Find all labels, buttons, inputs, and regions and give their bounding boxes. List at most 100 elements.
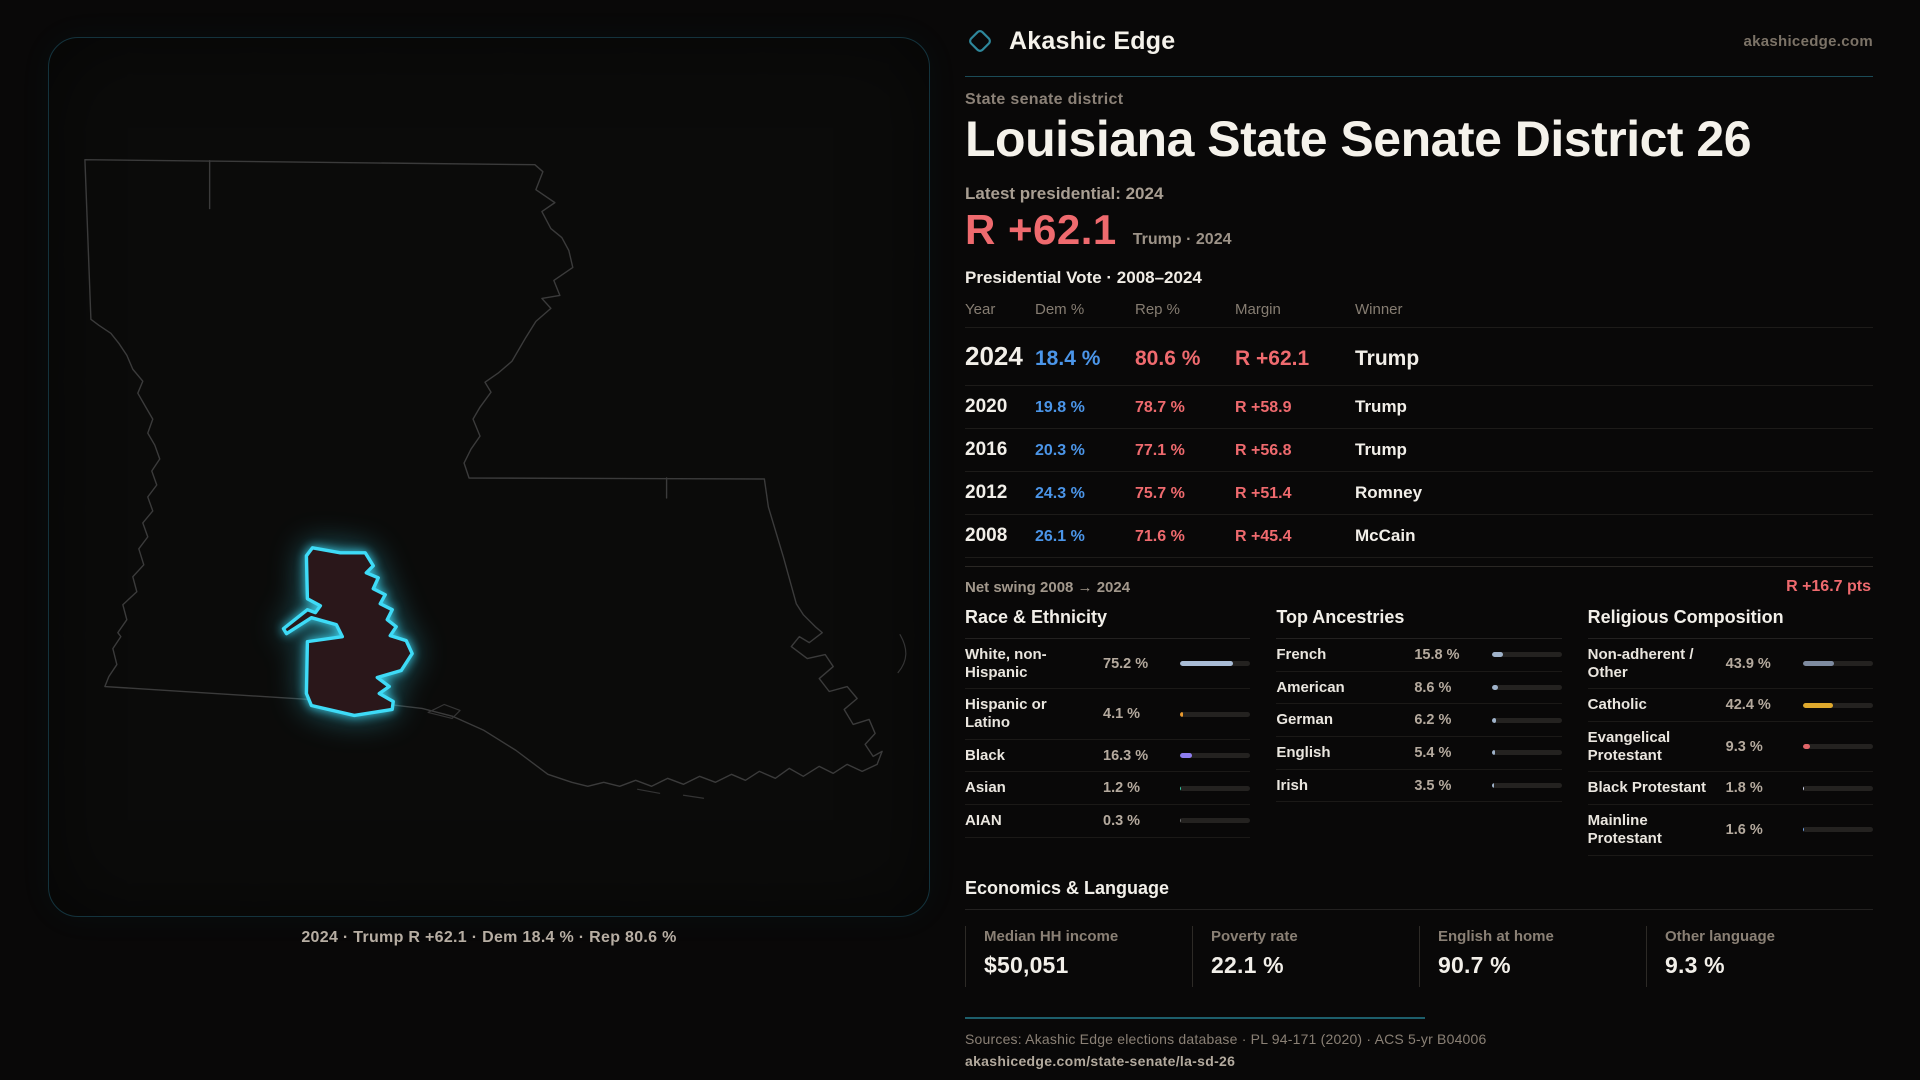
bar-track bbox=[1491, 750, 1562, 756]
stat-label: Other language bbox=[1665, 927, 1776, 945]
winner-cell: Trump bbox=[1355, 397, 1407, 416]
dem-cell: 24.3 % bbox=[1035, 485, 1085, 502]
stat-label: White, non-Hispanic bbox=[965, 646, 1047, 681]
margin-cell: R +51.4 bbox=[1235, 485, 1292, 502]
winner-cell: Trump bbox=[1355, 440, 1407, 459]
bar-track bbox=[1180, 661, 1251, 667]
margin-cell: R +62.1 bbox=[1235, 347, 1310, 370]
bar-fill bbox=[1491, 685, 1498, 691]
footer-divider bbox=[965, 1016, 1425, 1019]
margin-cell: R +45.4 bbox=[1235, 528, 1292, 545]
stat-row: White, non-Hispanic 75.2 % bbox=[965, 639, 1251, 690]
diamond-icon bbox=[965, 26, 995, 56]
section-title: Top Ancestries bbox=[1276, 607, 1562, 639]
brand-domain-link[interactable]: akashicedge.com bbox=[1743, 32, 1873, 50]
economics-grid: Median HH income $50,051 Poverty rate 22… bbox=[965, 925, 1873, 987]
stat-row: French 15.8 % bbox=[1276, 639, 1562, 672]
winner-cell: McCain bbox=[1355, 526, 1416, 545]
year-cell: 2008 bbox=[965, 525, 1008, 546]
vote-table-header: Year Dem % Rep % Margin Winner bbox=[965, 297, 1873, 328]
bar-fill bbox=[1803, 661, 1834, 667]
section-title: Race & Ethnicity bbox=[965, 607, 1251, 639]
stat-row: AIAN 0.3 % bbox=[965, 805, 1251, 838]
bar-track bbox=[1180, 785, 1251, 791]
header: Akashic Edge akashicedge.com bbox=[965, 26, 1873, 77]
dem-cell: 26.1 % bbox=[1035, 528, 1085, 545]
sources-text: Sources: Akashic Edge elections database… bbox=[965, 1030, 1487, 1047]
bar-fill bbox=[1180, 785, 1182, 791]
demographics-grid: Race & Ethnicity White, non-Hispanic 75.… bbox=[965, 607, 1873, 856]
bar-fill bbox=[1180, 711, 1184, 717]
stat-value: 1.2 % bbox=[1103, 780, 1141, 797]
stat-value: 3.5 % bbox=[1414, 777, 1452, 794]
bar-fill bbox=[1803, 785, 1805, 791]
year-cell: 2016 bbox=[965, 439, 1008, 460]
stat-label: AIAN bbox=[965, 812, 1002, 830]
bar-track bbox=[1803, 702, 1873, 708]
rep-cell: 78.7 % bbox=[1135, 399, 1185, 416]
bar-fill bbox=[1180, 661, 1233, 667]
stat-value: 1.8 % bbox=[1725, 780, 1763, 797]
section-race-ethnicity: Race & Ethnicity White, non-Hispanic 75.… bbox=[965, 607, 1251, 856]
page-title: Louisiana State Senate District 26 bbox=[965, 111, 1752, 167]
stat-row: Black 16.3 % bbox=[965, 740, 1251, 773]
stat-label: Mainline Protestant bbox=[1587, 812, 1662, 847]
col-rep: Rep % bbox=[1135, 301, 1181, 318]
map-caption: 2024 · Trump R +62.1 · Dem 18.4 % · Rep … bbox=[301, 929, 677, 946]
permalink[interactable]: akashicedge.com/state-senate/la-sd-26 bbox=[965, 1052, 1236, 1069]
stat-row: English 5.4 % bbox=[1276, 737, 1562, 770]
bar-fill bbox=[1180, 818, 1182, 824]
stat-value: 9.3 % bbox=[1725, 738, 1763, 755]
stat-row: Catholic 42.4 % bbox=[1587, 689, 1873, 723]
stat-row: Black Protestant 1.8 % bbox=[1587, 772, 1873, 806]
dem-cell: 18.4 % bbox=[1035, 347, 1101, 370]
stat-value: 4.1 % bbox=[1103, 706, 1141, 723]
table-row: 2024 18.4 % 80.6 % R +62.1 Trump bbox=[965, 328, 1873, 386]
latest-presidential-label: Latest presidential: 2024 bbox=[965, 184, 1164, 203]
stat-label: Poverty rate bbox=[1211, 927, 1298, 945]
rep-cell: 71.6 % bbox=[1135, 528, 1185, 545]
net-swing-row: Net swing 2008 → 2024 R +16.7 pts bbox=[965, 566, 1873, 605]
winner-cell: Romney bbox=[1355, 483, 1423, 502]
state-map-panel bbox=[48, 37, 930, 917]
stat-value: 1.6 % bbox=[1725, 821, 1763, 838]
margin-value: R +62.1 bbox=[965, 206, 1117, 253]
bar-fill bbox=[1491, 750, 1496, 756]
bar-track bbox=[1491, 685, 1562, 691]
stat-value: 43.9 % bbox=[1725, 655, 1771, 672]
bar-track bbox=[1491, 783, 1562, 789]
stat-label: English bbox=[1276, 744, 1331, 762]
rep-cell: 75.7 % bbox=[1135, 485, 1185, 502]
district-shape bbox=[281, 546, 414, 718]
table-row: 2020 19.8 % 78.7 % R +58.9 Trump bbox=[965, 386, 1873, 429]
stat-label: American bbox=[1276, 678, 1345, 696]
stat-label: Non-adherent / Other bbox=[1587, 646, 1694, 681]
stat-value: 22.1 % bbox=[1211, 951, 1284, 978]
col-year: Year bbox=[965, 301, 996, 318]
stat-card: English at home 90.7 % bbox=[1419, 925, 1646, 987]
year-cell: 2012 bbox=[965, 482, 1008, 503]
col-margin: Margin bbox=[1235, 301, 1281, 318]
stat-label: English at home bbox=[1438, 927, 1554, 945]
louisiana-map bbox=[84, 159, 907, 799]
stat-row: Evangelical Protestant 9.3 % bbox=[1587, 722, 1873, 773]
bar-track bbox=[1491, 717, 1562, 723]
stat-row: Irish 3.5 % bbox=[1276, 770, 1562, 803]
dem-cell: 20.3 % bbox=[1035, 442, 1085, 459]
net-swing-label: Net swing 2008 → 2024 bbox=[965, 578, 1131, 596]
bar-track bbox=[1803, 827, 1873, 833]
col-winner: Winner bbox=[1355, 301, 1403, 318]
stat-label: Asian bbox=[965, 779, 1006, 797]
footer: Sources: Akashic Edge elections database… bbox=[965, 1016, 1873, 1069]
eyebrow: State senate district bbox=[965, 91, 1124, 108]
stat-row: Asian 1.2 % bbox=[965, 772, 1251, 806]
stat-label: Hispanic or Latino bbox=[965, 696, 1047, 732]
stat-card: Other language 9.3 % bbox=[1646, 925, 1873, 987]
section-top-ancestries: Top Ancestries French 15.8 % American 8.… bbox=[1276, 607, 1562, 856]
stat-row: Mainline Protestant 1.6 % bbox=[1587, 805, 1873, 856]
stat-label: Black Protestant bbox=[1587, 779, 1707, 797]
stat-label: German bbox=[1276, 711, 1334, 729]
margin-cell: R +56.8 bbox=[1235, 442, 1292, 459]
bar-fill bbox=[1803, 744, 1810, 750]
net-swing-value: R +16.7 pts bbox=[1786, 578, 1871, 595]
